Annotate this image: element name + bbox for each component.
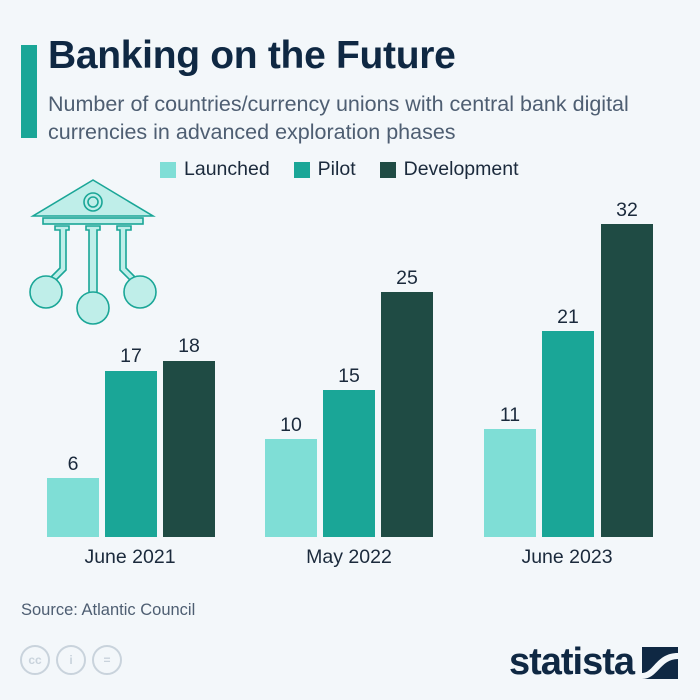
data-label: 6 bbox=[67, 453, 79, 475]
bar-launched-june-2023 bbox=[484, 429, 536, 537]
data-label: 32 bbox=[616, 199, 638, 221]
legend-label: Launched bbox=[184, 158, 270, 180]
by-icon[interactable]: i bbox=[56, 645, 86, 675]
bar-development-june-2021 bbox=[163, 361, 215, 537]
data-label: 10 bbox=[280, 414, 302, 436]
data-label: 21 bbox=[557, 306, 579, 328]
bar-development-may-2022 bbox=[381, 292, 433, 537]
bar-pilot-june-2021 bbox=[105, 371, 157, 537]
legend-swatch-pilot bbox=[293, 161, 310, 178]
data-label: 25 bbox=[396, 267, 418, 289]
bar-pilot-may-2022 bbox=[323, 390, 375, 537]
category-label: May 2022 bbox=[306, 546, 392, 568]
license-icons: cc i = bbox=[20, 645, 122, 675]
data-label: 15 bbox=[338, 365, 360, 387]
bank-circuit-icon bbox=[29, 179, 157, 325]
legend-swatch-launched bbox=[160, 161, 176, 178]
data-label: 17 bbox=[120, 345, 142, 367]
page-title: Banking on the Future bbox=[48, 34, 456, 77]
bar-development-june-2023 bbox=[601, 224, 653, 537]
nd-icon[interactable]: = bbox=[92, 645, 122, 675]
category-label: June 2021 bbox=[84, 546, 176, 568]
legend-label: Development bbox=[403, 158, 519, 180]
data-label: 11 bbox=[499, 404, 521, 426]
source-note: Source: Atlantic Council bbox=[21, 601, 196, 619]
legend: Launched Pilot Development bbox=[160, 158, 519, 181]
bar-launched-june-2021 bbox=[47, 478, 99, 537]
legend-item-pilot: Pilot bbox=[293, 158, 356, 181]
data-label: 18 bbox=[178, 335, 200, 357]
brand-wordmark: statista bbox=[508, 641, 635, 683]
statista-logo-icon bbox=[642, 646, 678, 679]
legend-swatch-development bbox=[379, 161, 396, 178]
chart-subtitle: Number of countries/currency unions with… bbox=[48, 92, 629, 144]
legend-label: Pilot bbox=[317, 158, 356, 180]
title-accent-bar bbox=[21, 45, 37, 138]
bar-launched-may-2022 bbox=[265, 439, 317, 537]
bar-pilot-june-2023 bbox=[542, 331, 594, 537]
statista-logo[interactable]: statista bbox=[509, 641, 678, 684]
cc-icon[interactable]: cc bbox=[20, 645, 50, 675]
legend-item-launched: Launched bbox=[160, 158, 270, 181]
category-label: June 2023 bbox=[521, 546, 613, 568]
legend-item-development: Development bbox=[379, 158, 519, 181]
